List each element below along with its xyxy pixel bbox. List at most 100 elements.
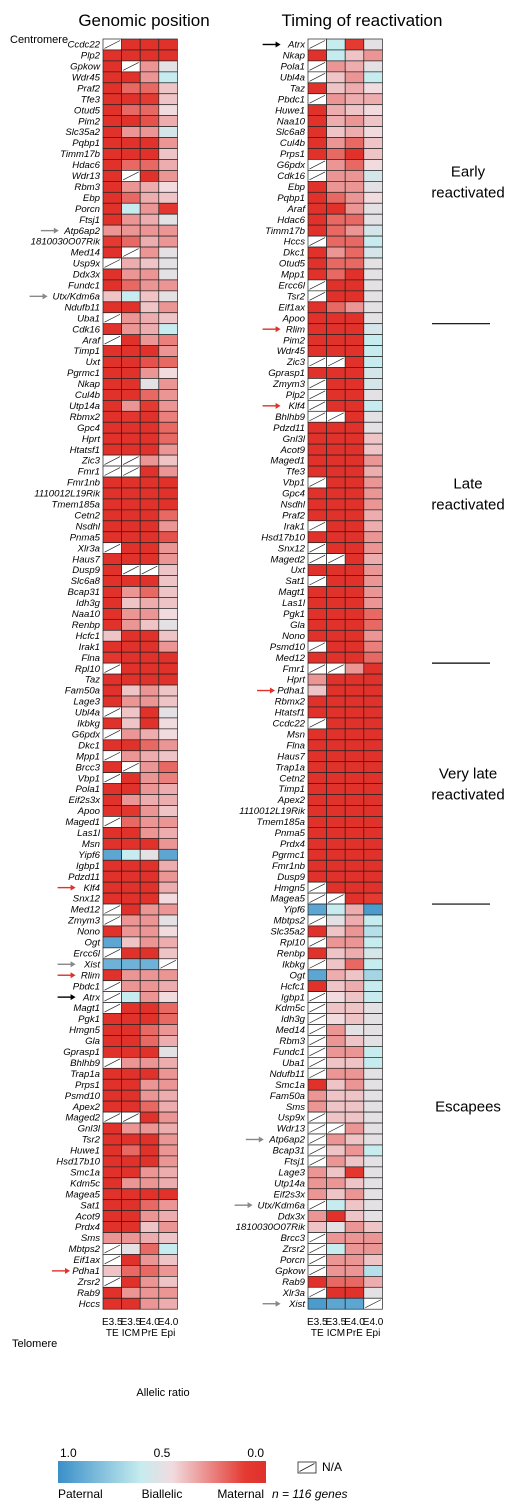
heatmap-cell: [307, 49, 327, 62]
heatmap-cell: [158, 673, 178, 686]
heatmap-cell: [344, 969, 365, 982]
cell-na-slash: [309, 1266, 326, 1276]
heatmap-cell: [344, 651, 365, 664]
heatmap-cell: [158, 323, 178, 336]
heatmap-cell: [158, 465, 178, 478]
heatmap-cell: [326, 487, 346, 500]
heatmap-cell: [158, 1210, 178, 1222]
heatmap-cell: [363, 465, 383, 478]
gene-label-nsdhl: Nsdhl: [75, 521, 100, 532]
heatmap-cell: [121, 597, 141, 609]
heatmap-cell: [121, 805, 141, 817]
arrow-head: [275, 1300, 281, 1307]
heatmap-cell: [139, 476, 160, 489]
heatmap-cell: [344, 421, 365, 434]
cell-na-slash: [309, 1069, 326, 1079]
gene-label-otud5: Otud5: [279, 259, 306, 270]
gene-label-pim2: Pim2: [78, 116, 101, 127]
heatmap-cell: [363, 586, 383, 598]
cell-na-slash: [309, 73, 326, 82]
heatmap-cell: [158, 1265, 178, 1277]
heatmap-cell: [307, 432, 327, 445]
heatmap-cell: [326, 728, 346, 741]
gene-label-fmr1: Fmr1: [78, 467, 100, 478]
gene-label-rbmx2: Rbmx2: [275, 697, 306, 708]
gene-label-xlr3a: Xlr3a: [282, 1288, 305, 1299]
cell-na-slash: [309, 401, 326, 411]
cell-na-slash: [104, 992, 121, 1002]
heatmap-cell: [344, 564, 365, 576]
heatmap-cell: [307, 739, 327, 752]
heatmap-cell: [307, 706, 327, 719]
heatmap-cell: [139, 115, 160, 127]
heatmap-cell: [307, 947, 327, 960]
heatmap-cell: [158, 859, 178, 872]
heatmap-cell: [102, 213, 122, 226]
heatmap-cell: [363, 794, 383, 806]
heatmap-cell: [326, 1297, 346, 1310]
heatmap-cell: [363, 717, 383, 730]
gene-label-idh3g: Idh3g: [76, 598, 101, 609]
heatmap-cell: [158, 837, 178, 850]
cell-na-slash: [104, 773, 121, 783]
gene-label-ikbkg: Ikbkg: [282, 959, 306, 970]
heatmap-cell: [363, 761, 383, 774]
gene-label-taz: Taz: [85, 675, 100, 686]
heatmap-cell: [139, 126, 160, 138]
heatmap-cell: [102, 575, 122, 587]
heatmap-cell: [158, 1144, 178, 1157]
cell-na-slash: [122, 1113, 139, 1122]
gene-label-hccs: Hccs: [79, 1299, 101, 1310]
heatmap-cell: [121, 476, 141, 489]
heatmap-cell: [139, 71, 160, 84]
heatmap-cell: [363, 859, 383, 872]
heatmap-cell: [158, 750, 178, 763]
heatmap-cell: [139, 542, 160, 555]
cell-na-slash: [309, 1058, 326, 1068]
heatmap-cell: [121, 1297, 141, 1310]
gene-label-gprasp1: Gprasp1: [268, 368, 305, 379]
heatmap-cell: [121, 827, 141, 839]
heatmap-cell: [102, 881, 122, 894]
group-label: reactivated: [431, 787, 504, 804]
heatmap-cell: [139, 608, 160, 620]
gene-label-prps1: Prps1: [75, 1080, 100, 1091]
heatmap-cell: [344, 706, 365, 719]
gene-label-pim2: Pim2: [283, 335, 306, 346]
heatmap-cell: [102, 739, 122, 752]
heatmap-cell: [139, 684, 160, 697]
heatmap-cell: [326, 1056, 346, 1069]
heatmap-cell: [363, 1056, 383, 1069]
heatmap-cell: [121, 1275, 141, 1288]
heatmap-cell: [363, 1122, 383, 1135]
heatmap-cell: [121, 93, 141, 106]
heatmap-cell: [102, 1144, 122, 1157]
heatmap-cell: [363, 202, 383, 215]
heatmap-cell: [363, 827, 383, 839]
heatmap-cell: [102, 1024, 122, 1036]
heatmap-cell: [307, 323, 327, 336]
heatmap-cell: [326, 1144, 346, 1157]
gene-label-maged1: Maged1: [65, 817, 100, 828]
heatmap-cell: [102, 531, 122, 544]
gene-label-eif1ax: Eif1ax: [73, 1255, 101, 1266]
heatmap-cell: [363, 104, 383, 116]
heatmap-cell: [363, 137, 383, 149]
heatmap-cell: [344, 400, 365, 412]
heatmap-cell: [363, 684, 383, 697]
heatmap-cell: [363, 542, 383, 555]
gene-label-zic3: Zic3: [286, 357, 306, 368]
heatmap-cell: [307, 257, 327, 270]
heatmap-cell: [344, 1199, 365, 1211]
group-label: reactivated: [431, 496, 504, 513]
heatmap-cell: [102, 608, 122, 620]
gene-label-xist: Xist: [83, 959, 100, 970]
gene-label-magea5: Magea5: [270, 894, 305, 905]
heatmap-cell: [121, 531, 141, 544]
heatmap-cell: [363, 848, 383, 861]
gene-label-rab9: Rab9: [282, 1277, 306, 1288]
heatmap-cell: [139, 323, 160, 336]
arrow-head: [53, 227, 59, 234]
gene-label-med12: Med12: [276, 653, 306, 664]
heatmap-cell: [363, 914, 383, 927]
